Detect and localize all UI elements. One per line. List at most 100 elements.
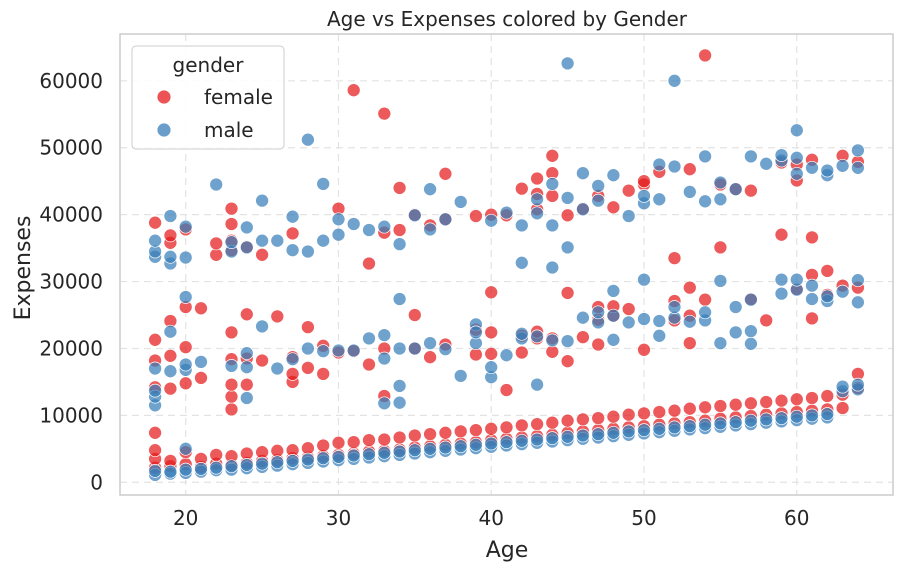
point-female <box>759 313 774 328</box>
point-male <box>545 260 560 275</box>
y-tick-label: 60000 <box>39 69 103 93</box>
point-male <box>377 396 392 411</box>
point-female <box>316 438 331 453</box>
point-female <box>591 337 606 352</box>
point-male <box>423 222 437 237</box>
point-male <box>591 305 606 320</box>
point-female <box>682 336 697 350</box>
point-female <box>682 162 697 177</box>
y-axis-label: Expenses <box>11 216 36 321</box>
point-male <box>423 441 437 456</box>
point-male <box>805 278 819 293</box>
point-male <box>713 274 728 288</box>
point-female <box>682 401 697 416</box>
point-male <box>744 336 758 351</box>
x-tick-label: 40 <box>478 506 503 530</box>
point-male <box>163 324 178 339</box>
point-male <box>530 377 544 392</box>
point-male <box>667 300 682 314</box>
point-female <box>713 399 728 413</box>
point-female <box>285 226 300 241</box>
point-male <box>774 148 789 162</box>
point-female <box>453 424 468 439</box>
point-female <box>789 392 804 407</box>
point-male <box>698 194 712 209</box>
point-male <box>148 464 162 478</box>
point-male <box>148 361 162 376</box>
point-male <box>576 428 590 443</box>
point-male <box>499 348 514 363</box>
point-female <box>469 209 483 223</box>
point-male <box>239 458 254 472</box>
point-male <box>148 383 162 398</box>
point-female <box>606 200 621 215</box>
point-male <box>759 412 774 427</box>
point-male <box>499 435 514 449</box>
point-male <box>606 425 621 440</box>
point-male <box>239 220 254 235</box>
point-female <box>377 432 392 447</box>
point-female <box>560 413 575 428</box>
point-male <box>407 443 422 458</box>
point-male <box>851 143 865 158</box>
point-male <box>346 343 361 358</box>
point-male <box>835 158 850 173</box>
point-female <box>301 320 315 334</box>
point-male <box>851 273 865 288</box>
point-male <box>560 429 575 444</box>
point-male <box>331 227 346 242</box>
point-female <box>362 433 376 447</box>
point-female <box>667 251 682 265</box>
point-male <box>728 415 743 429</box>
point-female <box>148 215 162 230</box>
point-male <box>224 459 239 474</box>
point-male <box>789 409 804 424</box>
point-female <box>606 409 621 424</box>
point-male <box>423 336 437 350</box>
point-female <box>362 357 376 372</box>
point-male <box>621 315 636 330</box>
point-male <box>759 156 774 171</box>
point-female <box>224 402 239 417</box>
point-female <box>331 435 346 450</box>
point-male <box>316 344 331 358</box>
point-male <box>576 166 590 181</box>
point-female <box>805 391 819 405</box>
point-male <box>789 166 804 181</box>
point-male <box>362 331 376 346</box>
point-male <box>224 235 239 249</box>
point-male <box>576 202 590 217</box>
point-female <box>407 428 422 443</box>
point-female <box>774 393 789 408</box>
point-male <box>178 290 193 304</box>
point-female <box>392 223 407 237</box>
point-male <box>514 433 529 448</box>
point-female <box>362 256 376 271</box>
point-male <box>713 175 728 190</box>
point-male <box>255 319 269 334</box>
point-male <box>514 218 529 233</box>
point-female <box>545 148 560 163</box>
legend-title: gender <box>173 53 245 77</box>
point-male <box>438 342 453 356</box>
point-male <box>239 240 254 255</box>
point-male <box>637 189 651 203</box>
point-male <box>744 413 758 428</box>
point-male <box>820 163 835 178</box>
x-tick-labels: 20 30 40 50 60 <box>173 506 810 530</box>
point-male <box>606 284 621 298</box>
y-tick-label: 20000 <box>39 336 103 360</box>
point-male <box>377 328 392 342</box>
point-male <box>377 351 392 366</box>
point-female <box>224 325 239 340</box>
point-female <box>514 418 529 433</box>
point-male <box>606 168 621 183</box>
point-female <box>682 280 697 295</box>
point-male <box>178 462 193 477</box>
point-female <box>805 311 819 326</box>
point-male <box>301 341 315 356</box>
point-male <box>698 149 712 164</box>
point-female <box>499 383 514 397</box>
point-female <box>514 345 529 360</box>
